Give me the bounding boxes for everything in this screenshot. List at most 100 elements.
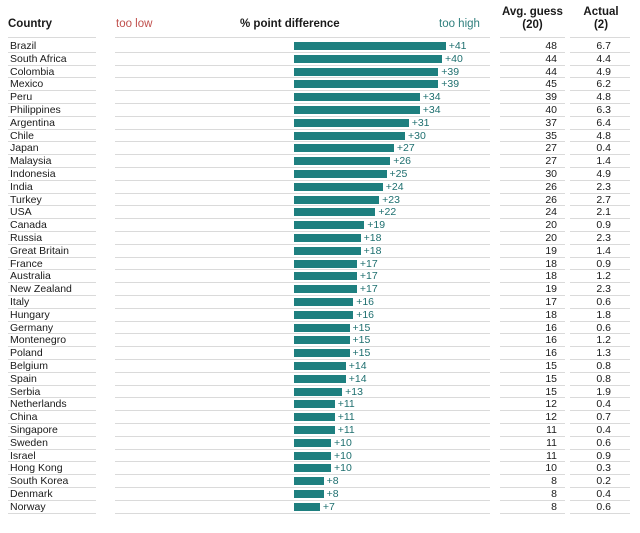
bar-value-label: +15 [352,321,371,334]
table-row: Colombia +39 44 4.9 [0,66,640,79]
row-divider [115,347,490,360]
row-divider [115,501,490,514]
row-divider [500,155,565,168]
avg-guess-value: 18 [545,257,557,270]
table-row: Indonesia +25 30 4.9 [0,168,640,181]
table-row: Hungary +16 18 1.8 [0,309,640,322]
row-divider [570,386,630,399]
actual-value: 0.9 [596,257,611,270]
bar [294,490,324,498]
row-divider [8,130,96,143]
row-divider [8,155,96,168]
avg-guess-value: 20 [545,232,557,244]
table-row: Sweden +10 11 0.6 [0,437,640,450]
row-divider [8,462,96,476]
row-divider [115,104,490,117]
actual-header-note: (2) [593,19,609,31]
bar [294,272,357,281]
country-label: France [10,257,43,270]
country-label: Peru [10,91,33,104]
row-divider [8,66,96,79]
avg-guess-value: 40 [545,104,557,116]
row-divider [500,334,565,348]
row-divider [8,181,96,194]
actual-value: 0.9 [596,219,611,232]
row-divider [500,206,565,220]
country-top-rule [8,37,96,38]
actual-value: 0.6 [596,296,611,308]
bar-value-label: +8 [326,475,339,488]
country-label: Brazil [10,40,37,52]
table-row: Hong Kong +10 10 0.3 [0,462,640,476]
actual-value: 6.2 [596,78,611,91]
avg-guess-value: 15 [545,360,557,372]
country-label: Sweden [10,436,48,449]
row-divider [500,66,565,79]
row-divider [570,322,630,335]
row-divider [115,462,490,476]
row-divider [500,78,565,92]
row-divider [115,386,490,399]
avg-guess-value: 24 [545,206,557,219]
bar-top-rule [115,37,490,38]
row-divider [570,206,630,220]
bar-value-label: +31 [411,116,430,129]
table-row: Brazil +41 48 6.7 [0,40,640,53]
actual-header: Actual (2) [580,6,622,32]
bar-value-label: +34 [422,104,441,116]
row-divider [8,411,96,424]
actual-value: 1.8 [596,308,611,321]
row-divider [8,398,96,412]
actual-value: 2.3 [596,283,611,296]
avg-guess-value: 15 [545,372,557,385]
avg-guess-value: 30 [545,168,557,180]
bar-value-label: +39 [441,78,460,91]
avg-guess-value: 11 [546,424,557,436]
bar-value-label: +14 [348,372,367,385]
avg-guess-value: 27 [545,142,557,155]
bar [294,426,335,434]
row-divider [8,142,96,156]
row-divider [115,488,490,501]
bar-value-label: +13 [345,385,363,398]
country-label: Denmark [10,488,53,500]
bar [294,451,331,460]
row-divider [500,347,565,360]
country-label: Norway [10,500,46,513]
row-divider [8,40,96,53]
row-divider [115,411,490,424]
table-row: Russia +18 20 2.3 [0,232,640,245]
bar-value-label: +17 [359,283,378,296]
country-label: China [10,411,38,424]
avg-guess-value: 35 [545,129,557,142]
row-divider [115,475,490,488]
country-label: Colombia [10,65,55,78]
row-divider [8,245,96,258]
actual-header-title: Actual [583,6,619,18]
actual-value: 2.7 [596,193,611,206]
avg-guess-value: 39 [545,91,557,104]
row-divider [570,258,630,271]
table-row: Germany +15 16 0.6 [0,322,640,335]
row-divider [115,334,490,348]
row-divider [8,194,96,207]
actual-value: 6.7 [596,40,611,52]
row-divider [115,258,490,271]
row-divider [570,450,630,463]
actual-value: 4.9 [596,65,611,78]
table-row: USA +22 24 2.1 [0,206,640,220]
row-divider [115,232,490,245]
country-label: Spain [10,372,37,385]
bar-value-label: +26 [393,155,411,168]
bar-value-label: +10 [334,462,352,475]
difference-header: % point difference [240,18,340,30]
avg-guess-value: 12 [545,411,557,424]
row-divider [115,283,490,296]
country-label: Australia [10,270,51,283]
actual-value: 4.4 [596,52,611,65]
actual-value: 0.4 [596,488,611,500]
table-row: Denmark +8 8 0.4 [0,488,640,501]
actual-value: 0.4 [596,142,611,155]
row-divider [115,194,490,207]
